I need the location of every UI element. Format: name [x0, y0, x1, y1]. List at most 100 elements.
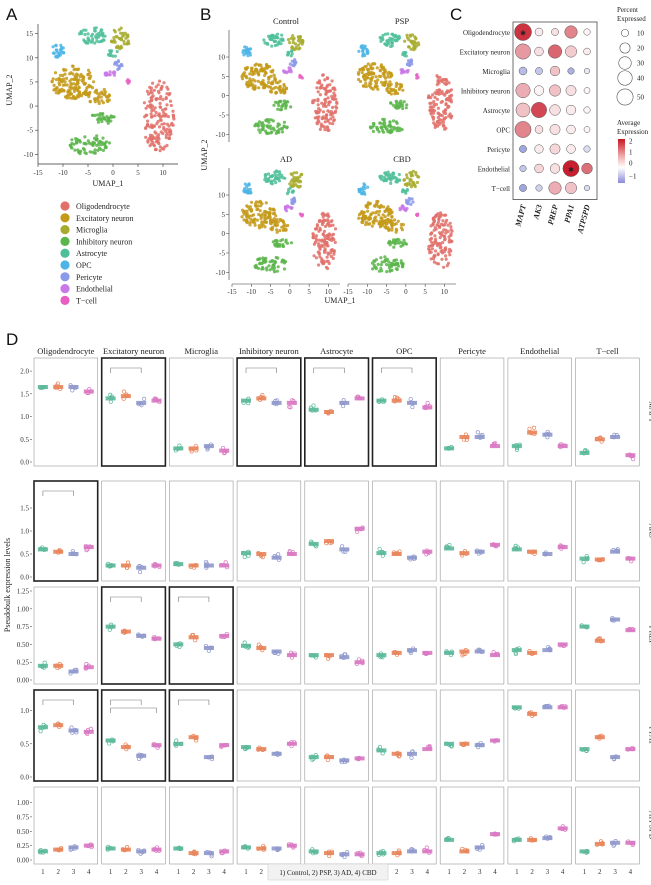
- umap-b-subplot-title: Control: [273, 16, 300, 26]
- pseudobulk-ytick-label: 0.25: [17, 842, 30, 850]
- pseudobulk-point: [477, 647, 482, 652]
- pseudobulk-point: [138, 754, 143, 759]
- umap-b-xtick-label: -5: [384, 288, 390, 296]
- pseudobulk-point: [121, 396, 126, 401]
- pseudobulk-mean-bar: [490, 653, 500, 658]
- pseudobulk-point: [614, 433, 619, 438]
- pseudobulk-ytick-label: 0.0: [20, 574, 29, 582]
- pseudobulk-mean-bar: [37, 725, 48, 730]
- pseudobulk-point: [558, 544, 564, 549]
- pseudobulk-point: [74, 667, 79, 672]
- pseudobulk-column-header: Excitatory neuron: [103, 346, 165, 356]
- pseudobulk-point: [310, 847, 315, 852]
- legend-label: Microglia: [76, 226, 108, 235]
- pseudobulk-point: [397, 851, 402, 856]
- pseudobulk-point: [355, 529, 360, 534]
- pseudobulk-ytick-label: 0.00: [17, 677, 30, 685]
- pseudobulk-panel: [507, 689, 572, 782]
- pseudobulk-point: [287, 550, 292, 555]
- pseudobulk-point: [326, 849, 332, 854]
- dot-plot-frame: [512, 21, 598, 200]
- pseudobulk-point: [221, 445, 226, 451]
- pseudobulk-ytick-label: 0.75: [17, 623, 30, 631]
- pseudobulk-ytick-label: 0.0: [20, 774, 29, 782]
- umap-cluster-microglia-2: [288, 171, 304, 189]
- pseudobulk-point: [329, 755, 334, 760]
- dot-plot-dot: [531, 102, 547, 118]
- umap-cluster-endothelial-2: [283, 204, 294, 213]
- legend-label: Endothelial: [76, 285, 114, 294]
- dot-plot-dot: [583, 106, 591, 114]
- pseudobulk-point: [532, 425, 537, 430]
- pseudobulk-point: [532, 551, 537, 556]
- panel-c: C Oligodendrocyte Excitatory neuron Microg…: [450, 5, 649, 235]
- pseudobulk-panel: [439, 586, 505, 685]
- pseudobulk-point: [106, 844, 111, 849]
- legend-label: Oligodendrocyte: [76, 202, 130, 211]
- pseudobulk-point: [139, 403, 144, 408]
- pseudobulk-point: [464, 437, 469, 442]
- size-legend-dot: [616, 88, 634, 106]
- pseudobulk-point: [514, 447, 520, 452]
- pseudobulk-panel: [236, 786, 302, 865]
- dot-plot-dot: [549, 143, 561, 155]
- pseudobulk-point: [256, 747, 261, 752]
- pseudobulk-point: [288, 405, 293, 410]
- pseudobulk-point: [425, 745, 430, 750]
- pseudobulk-ytick-label: 2.0: [20, 368, 29, 376]
- legend-swatch: [60, 236, 70, 246]
- significance-bracket: [42, 699, 74, 705]
- group-key-box: [267, 863, 389, 881]
- pseudobulk-point: [85, 547, 90, 552]
- pseudobulk-point: [583, 447, 588, 453]
- pseudobulk-point: [491, 441, 496, 446]
- pseudobulk-point: [125, 845, 130, 850]
- pseudobulk-point: [38, 848, 43, 853]
- pseudobulk-xtick-label: 4: [155, 868, 159, 876]
- pseudobulk-point: [89, 845, 94, 850]
- umap-a-ytick-label: -10: [24, 151, 34, 159]
- umap-a-xtick-label: -15: [33, 169, 43, 177]
- pseudobulk-point: [138, 401, 143, 406]
- pseudobulk-point: [289, 655, 295, 660]
- pseudobulk-column-header: Microglia: [184, 346, 218, 356]
- pseudobulk-mean-bar: [625, 840, 636, 845]
- pseudobulk-point: [54, 386, 59, 391]
- umap-cluster-excitatory-neuron-3: [383, 218, 405, 234]
- umap-cluster-t-cell-3: [415, 212, 420, 218]
- pseudobulk-point: [109, 846, 114, 851]
- pseudobulk-point: [409, 400, 414, 405]
- pseudobulk-xtick-label: 2: [192, 868, 196, 876]
- pseudobulk-point: [137, 633, 142, 638]
- pseudobulk-point: [543, 552, 548, 557]
- pseudobulk-point: [286, 842, 291, 847]
- umap-b-xtick-label: 0: [288, 288, 292, 296]
- pseudobulk-point: [344, 547, 349, 552]
- pseudobulk-point: [493, 832, 498, 837]
- pseudobulk-panel: [439, 480, 505, 582]
- pseudobulk-point: [110, 624, 115, 629]
- umap-b-ytick-label: 0: [222, 230, 226, 238]
- pseudobulk-point: [275, 848, 280, 853]
- panel-d: D Pseudobulk expression levels Oligodend…: [3, 330, 651, 881]
- pseudobulk-point: [584, 625, 589, 630]
- pseudobulk-point: [54, 663, 59, 668]
- umap-b-ytick-label: 5: [222, 211, 226, 219]
- pseudobulk-mean-bar: [422, 747, 433, 752]
- panel-c-label: C: [450, 5, 462, 24]
- pseudobulk-mean-bar: [579, 747, 590, 752]
- pseudobulk-point: [585, 556, 590, 561]
- pseudobulk-point: [547, 646, 552, 651]
- umap-cluster-excitatory-neuron: [50, 64, 96, 101]
- pseudobulk-point: [42, 547, 47, 553]
- umap-b-ytick-label: 10: [218, 54, 226, 62]
- pseudobulk-mean-bar: [53, 385, 64, 389]
- pseudobulk-point: [42, 385, 47, 390]
- pseudobulk-point: [261, 847, 266, 852]
- pseudobulk-point: [209, 854, 214, 859]
- pseudobulk-point: [546, 431, 551, 436]
- pseudobulk-ytick-label: 1.0: [20, 528, 29, 536]
- dot-plot-dot: [515, 102, 531, 118]
- pseudobulk-point: [106, 561, 111, 566]
- pseudobulk-mean-bar: [68, 669, 79, 674]
